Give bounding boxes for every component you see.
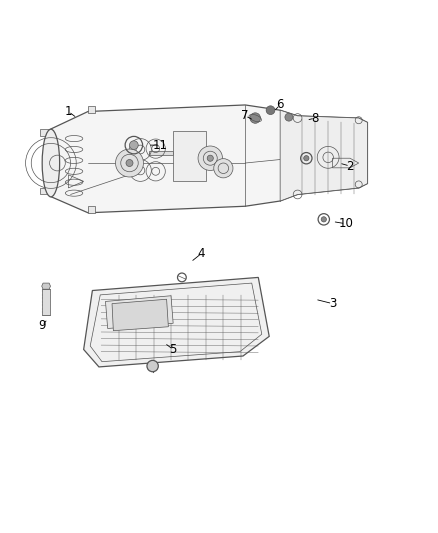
Polygon shape	[40, 129, 51, 135]
Bar	[42, 289, 50, 314]
Text: 6: 6	[276, 99, 284, 111]
Circle shape	[130, 141, 138, 149]
Text: 4: 4	[198, 247, 205, 260]
Polygon shape	[149, 151, 173, 155]
Text: 1: 1	[65, 105, 72, 118]
Text: 3: 3	[329, 297, 336, 310]
Polygon shape	[40, 188, 51, 195]
Polygon shape	[280, 110, 367, 201]
Polygon shape	[42, 283, 50, 289]
Polygon shape	[51, 105, 367, 213]
Text: 9: 9	[39, 319, 46, 332]
Ellipse shape	[42, 129, 60, 197]
Circle shape	[126, 159, 133, 166]
Circle shape	[285, 113, 293, 121]
Polygon shape	[84, 277, 269, 367]
Text: 2: 2	[346, 159, 354, 173]
Circle shape	[321, 217, 326, 222]
Polygon shape	[106, 296, 173, 328]
Circle shape	[266, 106, 275, 115]
Circle shape	[250, 113, 261, 123]
Text: 11: 11	[152, 139, 168, 151]
Text: 8: 8	[311, 111, 319, 125]
Polygon shape	[112, 299, 168, 330]
Text: 7: 7	[241, 109, 249, 123]
Bar	[173, 131, 206, 181]
Circle shape	[304, 156, 309, 161]
Polygon shape	[88, 106, 95, 113]
Polygon shape	[88, 206, 95, 213]
Text: 5: 5	[170, 343, 177, 356]
Circle shape	[198, 146, 223, 171]
Circle shape	[207, 155, 213, 161]
Text: 10: 10	[338, 217, 353, 230]
Circle shape	[116, 149, 144, 177]
Circle shape	[147, 360, 158, 372]
Circle shape	[214, 159, 233, 178]
